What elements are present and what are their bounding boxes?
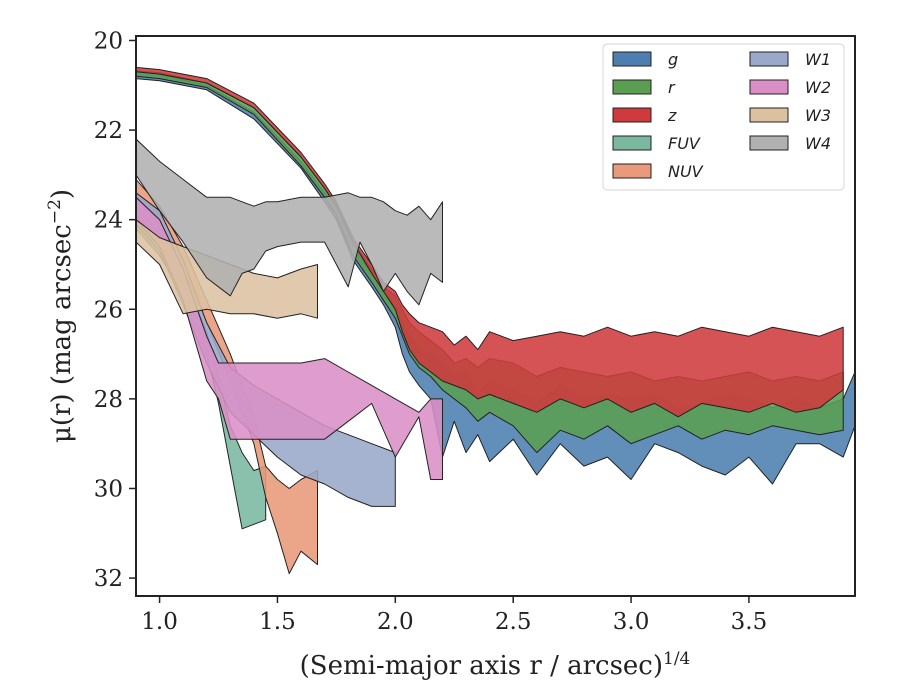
legend-label-w1: W1 bbox=[805, 50, 831, 69]
legend-label-g: g bbox=[668, 50, 678, 69]
legend-label-z: z bbox=[667, 106, 677, 125]
y-tick-label: 32 bbox=[94, 566, 123, 592]
legend-swatch-w3 bbox=[749, 107, 789, 123]
legend-swatch-w4 bbox=[749, 135, 789, 151]
legend-swatch-r bbox=[612, 79, 652, 95]
plot-frame bbox=[135, 35, 856, 597]
legend-swatch-z bbox=[612, 107, 652, 123]
legend-label-nuv: NUV bbox=[668, 162, 704, 181]
x-axis-label: (Semi-major axis r / arcsec)1/4 bbox=[300, 649, 691, 681]
legend-label-w4: W4 bbox=[805, 134, 831, 153]
y-axis-label: μ(r) (mag arcsec−2) bbox=[45, 189, 77, 443]
x-tick-label: 3.0 bbox=[613, 609, 650, 635]
y-tick-label: 28 bbox=[94, 387, 123, 413]
series-band-w4 bbox=[136, 138, 443, 306]
legend-swatch-nuv bbox=[612, 163, 652, 179]
x-tick-label: 1.0 bbox=[141, 609, 178, 635]
x-tick-label: 3.5 bbox=[731, 609, 768, 635]
legend-swatch-fuv bbox=[612, 135, 652, 151]
y-tick-label: 20 bbox=[94, 28, 123, 54]
legend-swatch-g bbox=[612, 51, 652, 67]
legend: grz FUV NUV W1 W2 W3 W4 bbox=[602, 43, 845, 191]
legend-label-r: r bbox=[668, 78, 676, 97]
legend-label-w3: W3 bbox=[805, 106, 831, 125]
legend-label-fuv: FUV bbox=[668, 134, 701, 153]
series-layer bbox=[136, 66, 855, 575]
y-tick-label: 24 bbox=[94, 208, 123, 234]
x-tick-label: 2.0 bbox=[377, 609, 414, 635]
y-tick-label: 22 bbox=[94, 118, 123, 144]
legend-swatch-w2 bbox=[749, 79, 789, 95]
axes-layer: 1.0 1.5 2.0 2.5 3.0 3.5 20 22 24 26 28 30 32 bbox=[94, 28, 856, 635]
x-tick-label: 2.5 bbox=[495, 609, 532, 635]
x-tick-label: 1.5 bbox=[259, 609, 296, 635]
series-band-z bbox=[136, 66, 844, 418]
legend-label-w2: W2 bbox=[805, 78, 831, 97]
y-tick-label: 30 bbox=[94, 476, 123, 502]
y-tick-label: 26 bbox=[94, 297, 123, 323]
legend-swatch-w1 bbox=[749, 51, 789, 67]
series-band-w2 bbox=[136, 196, 443, 480]
